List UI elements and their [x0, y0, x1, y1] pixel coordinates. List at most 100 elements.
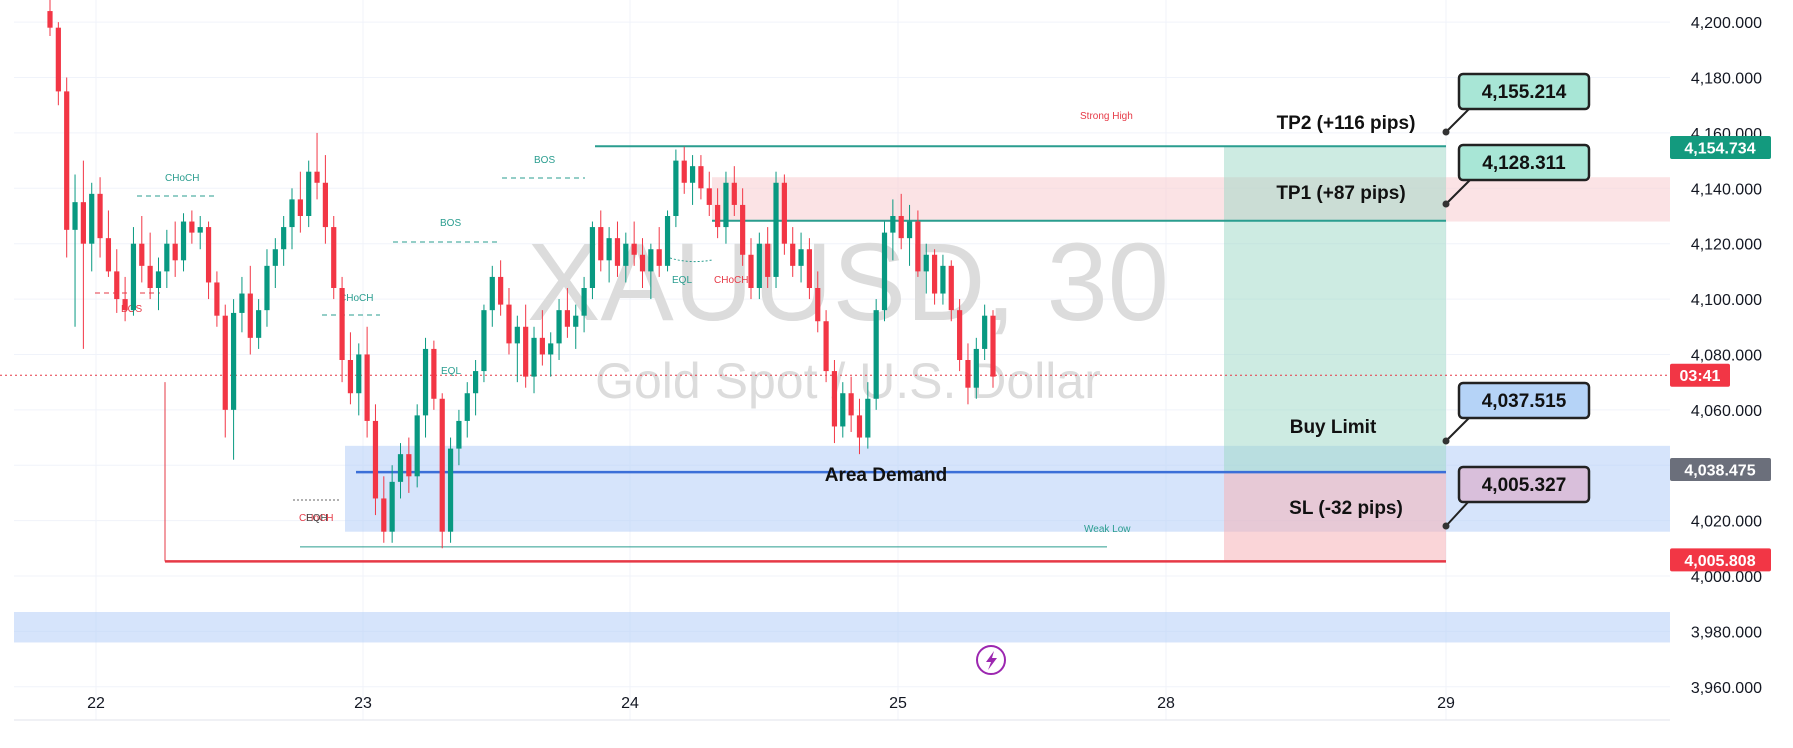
candle-body: [414, 415, 420, 477]
tp2-callout-value: 4,155.214: [1482, 82, 1567, 103]
candle-body: [89, 193, 95, 244]
candle-body: [247, 293, 253, 338]
strong-high-label: Strong High: [1080, 111, 1133, 122]
candle-body: [464, 393, 470, 421]
tp2-anchor-dot: [1442, 128, 1450, 136]
candle-body: [306, 171, 312, 216]
candle-body: [589, 227, 596, 288]
eqh-label: EQH: [306, 513, 328, 524]
candle-body: [297, 199, 303, 216]
candle-body: [898, 216, 904, 239]
candle-body: [639, 254, 646, 272]
candle-body: [715, 204, 721, 228]
candle-body: [339, 288, 345, 360]
candle-body: [180, 221, 187, 261]
countdown-text: 03:41: [1680, 368, 1721, 385]
candle-body: [139, 243, 145, 266]
candle-body: [531, 337, 537, 377]
bos-label-2: BOS: [440, 218, 461, 229]
candle-body: [940, 265, 946, 294]
candle-body: [790, 243, 796, 266]
candle-body: [539, 337, 545, 355]
candle-body: [681, 160, 687, 183]
price-tick-label: 3,960.000: [1691, 680, 1762, 697]
sl-callout-value: 4,005.327: [1482, 475, 1567, 496]
candle-body: [97, 193, 103, 239]
tp2-label: TP2 (+116 pips): [1277, 113, 1416, 134]
price-tick-label: 4,140.000: [1691, 181, 1762, 198]
bos-label-3: BOS: [534, 155, 555, 166]
price-tick-label: 3,980.000: [1691, 624, 1762, 641]
choch-label-4: CHoCH: [299, 513, 333, 524]
candle-body: [281, 227, 287, 250]
tp2-callout[interactable]: 4,155.214: [1442, 72, 1591, 136]
candle-body: [773, 182, 779, 277]
candle-body: [698, 166, 704, 189]
candlesticks: [47, 0, 996, 549]
candle-body: [648, 249, 654, 272]
candle-body: [781, 182, 787, 244]
candle-body: [865, 398, 871, 438]
symbol-watermark: XAUUSD, 30: [527, 221, 1169, 344]
time-tick-label: 22: [87, 695, 105, 712]
candle-body: [356, 354, 362, 394]
candle-body: [689, 166, 696, 183]
price-tick-label: 4,100.000: [1691, 292, 1762, 309]
candle-body: [172, 243, 178, 261]
lower-demand-zone: [14, 612, 1670, 643]
sl-callout[interactable]: 4,005.327: [1442, 465, 1591, 530]
lightning-icon[interactable]: [976, 645, 1006, 675]
candle-body: [80, 202, 86, 244]
weak-low-label: Weak Low: [1084, 524, 1131, 535]
candle-body: [748, 254, 754, 288]
candle-body: [222, 315, 228, 410]
candle-body: [856, 415, 863, 438]
candle-body: [631, 243, 637, 255]
candle-body: [806, 249, 813, 288]
loss-zone[interactable]: [1224, 472, 1446, 562]
candle-body: [155, 271, 162, 288]
candle-body: [381, 498, 387, 532]
time-tick-label: 25: [889, 695, 907, 712]
candle-body: [506, 304, 512, 344]
candle-body: [364, 354, 370, 421]
tp1-callout[interactable]: 4,128.311: [1442, 143, 1591, 208]
time-tick-label: 24: [621, 695, 639, 712]
candle-body: [498, 276, 504, 305]
choch-label-3: CHoCH: [714, 275, 748, 286]
candle-body: [573, 315, 579, 327]
candle-body: [756, 243, 762, 288]
candle-body: [548, 343, 554, 355]
choch-label-2: CHoCH: [339, 293, 373, 304]
candle-body: [431, 348, 437, 399]
sl-price-badge: 4,005.808: [1670, 548, 1771, 572]
candle-body: [122, 299, 128, 311]
eql-label-1: EQL: [441, 366, 461, 377]
buy-limit-price-text: 4,038.475: [1684, 462, 1755, 479]
candle-body: [389, 481, 395, 532]
candle-body: [664, 216, 671, 266]
candle-body: [214, 282, 220, 316]
candle-body: [447, 448, 454, 532]
candle-body: [372, 420, 379, 499]
candle-body: [948, 265, 954, 311]
candle-body: [623, 243, 629, 266]
candle-body: [489, 276, 495, 311]
candle-body: [314, 171, 320, 183]
price-tick-label: 4,080.000: [1691, 347, 1762, 364]
candle-body: [740, 204, 746, 255]
price-tick-label: 4,020.000: [1691, 514, 1762, 531]
profit-zone[interactable]: [1224, 146, 1446, 473]
candle-body: [990, 315, 996, 377]
candle-body: [581, 288, 587, 316]
tp1-callout-value: 4,128.311: [1482, 153, 1566, 174]
choch-label-1: CHoCH: [165, 173, 199, 184]
candle-body: [881, 232, 888, 311]
candle-body: [239, 293, 245, 313]
candle-body: [256, 310, 262, 338]
buy-limit-callout[interactable]: 4,037.515: [1442, 381, 1591, 445]
candle-body: [473, 371, 479, 394]
candle-body: [205, 227, 212, 283]
